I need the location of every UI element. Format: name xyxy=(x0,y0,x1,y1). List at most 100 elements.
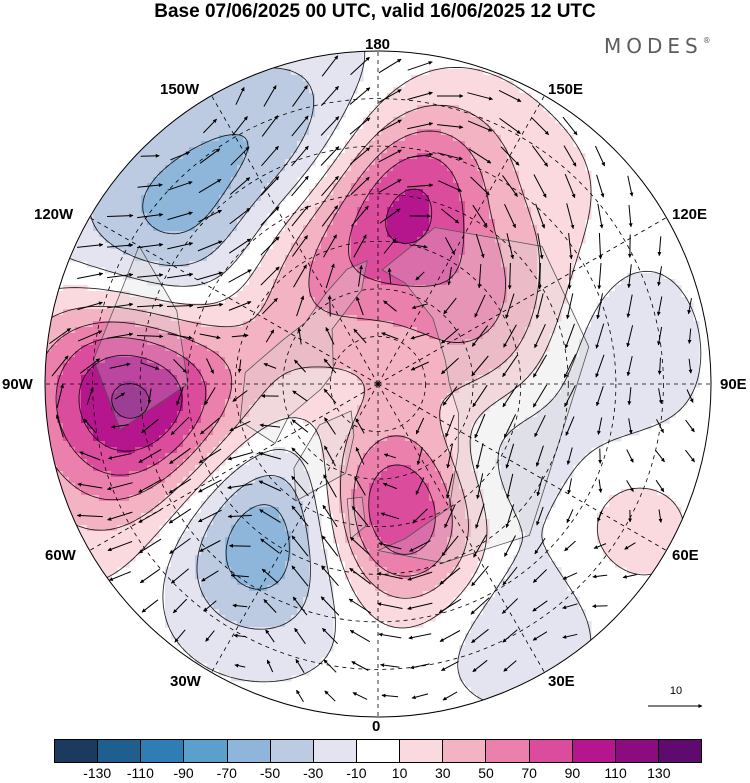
wind-arrow xyxy=(657,266,662,287)
wind-arrow xyxy=(321,85,339,107)
wind-arrow xyxy=(169,447,191,465)
wind-arrow xyxy=(295,658,305,673)
wind-arrow xyxy=(260,266,280,286)
contour-lines xyxy=(45,51,702,707)
wind-arrow xyxy=(566,509,574,524)
wind-arrow xyxy=(381,332,399,340)
wind-arrow xyxy=(536,476,543,497)
wind-arrow xyxy=(502,384,518,408)
wind-arrow xyxy=(378,119,402,133)
wind-arrow xyxy=(77,330,103,342)
wind-arrow xyxy=(348,598,372,614)
wind-arrow xyxy=(259,423,281,428)
wind-arrow xyxy=(198,209,222,223)
wind-arrow xyxy=(294,359,306,373)
wind-arrow xyxy=(291,535,309,557)
colorbar-tick-label: 30 xyxy=(435,765,451,781)
wind-arrow xyxy=(106,243,134,248)
wind-arrow xyxy=(383,453,396,459)
latitude-circle xyxy=(139,145,617,623)
wind-arrow xyxy=(355,447,365,465)
wind-arrow xyxy=(140,362,160,370)
wind-arrow xyxy=(106,213,134,218)
wind-arrow xyxy=(265,329,275,343)
wind-arrow xyxy=(227,452,253,461)
wind-arrow xyxy=(593,543,607,549)
wind-arrow xyxy=(446,443,453,469)
colorbar-tick-label: 10 xyxy=(391,765,408,781)
colorbar-tick-label: 110 xyxy=(604,765,627,781)
wind-arrow xyxy=(537,233,544,260)
lon-label-60e: 60E xyxy=(672,547,699,564)
wind-arrow xyxy=(293,264,307,288)
wind-arrow xyxy=(475,503,485,529)
wind-arrow xyxy=(296,689,304,703)
wind-arrow xyxy=(628,205,633,228)
colorbar-swatch xyxy=(356,740,401,762)
wind-arrow xyxy=(349,117,371,135)
wind-arrow xyxy=(377,602,403,609)
wind-arrow xyxy=(321,205,339,227)
wind-arrow xyxy=(685,419,695,433)
wind-arrow xyxy=(626,294,633,318)
wind-arrow xyxy=(472,659,488,673)
map-border xyxy=(44,50,712,718)
wind-arrow xyxy=(350,56,370,76)
wind-arrow xyxy=(502,355,518,378)
wind-arrow xyxy=(259,509,281,523)
wind-arrow xyxy=(322,627,338,645)
wind-vectors xyxy=(49,55,695,703)
colorbar-tick-label: -30 xyxy=(303,765,324,781)
wind-arrow xyxy=(477,264,482,289)
wind-arrow xyxy=(323,234,337,258)
wind-arrow xyxy=(108,571,131,581)
polar-map xyxy=(44,50,712,718)
wind-arrow xyxy=(227,514,252,519)
wind-arrow xyxy=(324,445,336,467)
wind-arrow xyxy=(235,86,245,105)
wind-arrow xyxy=(228,269,252,283)
latitude-circle xyxy=(234,240,522,528)
lon-label-180: 180 xyxy=(365,36,391,53)
wind-arrow xyxy=(563,354,577,379)
wind-arrow xyxy=(327,295,332,317)
wind-arrow xyxy=(107,541,133,552)
wind-arrow xyxy=(229,177,251,195)
wind-arrow xyxy=(167,333,193,340)
wind-arrow xyxy=(198,509,222,523)
wind-arrow xyxy=(353,328,367,344)
wind-arrow xyxy=(622,574,638,579)
colorbar xyxy=(54,739,702,763)
wind-arrow xyxy=(382,482,397,490)
land-outline xyxy=(346,496,367,540)
wind-arrow xyxy=(204,387,216,405)
wind-arrow xyxy=(291,145,309,167)
wind-arrow xyxy=(167,241,194,250)
wind-arrow xyxy=(658,388,663,405)
wind-arrow xyxy=(506,473,514,499)
wind-arrow xyxy=(596,174,605,198)
wind-arrow xyxy=(471,628,489,644)
wind-arrow xyxy=(596,293,603,320)
wind-arrow xyxy=(475,234,485,259)
wind-arrow xyxy=(197,302,224,309)
wind-arrow xyxy=(408,633,432,640)
colorbar-swatch xyxy=(572,740,616,762)
wind-arrow xyxy=(107,511,133,521)
wind-arrow xyxy=(381,693,399,698)
wind-arrow xyxy=(353,234,367,258)
wind-arrow xyxy=(468,148,492,164)
colorbar-tick-label: -110 xyxy=(126,765,154,781)
wind-arrow xyxy=(502,629,518,643)
wind-arrow xyxy=(532,354,548,378)
wind-arrow xyxy=(292,596,308,616)
wind-arrow xyxy=(77,482,103,489)
wind-arrow xyxy=(137,212,164,219)
latitude-circle xyxy=(282,288,474,480)
wind-arrow xyxy=(564,174,576,199)
wind-arrow xyxy=(566,447,573,465)
wind-arrow xyxy=(172,598,188,614)
wind-arrow xyxy=(83,418,97,434)
wind-arrow xyxy=(444,237,456,255)
wind-arrow xyxy=(562,116,578,136)
